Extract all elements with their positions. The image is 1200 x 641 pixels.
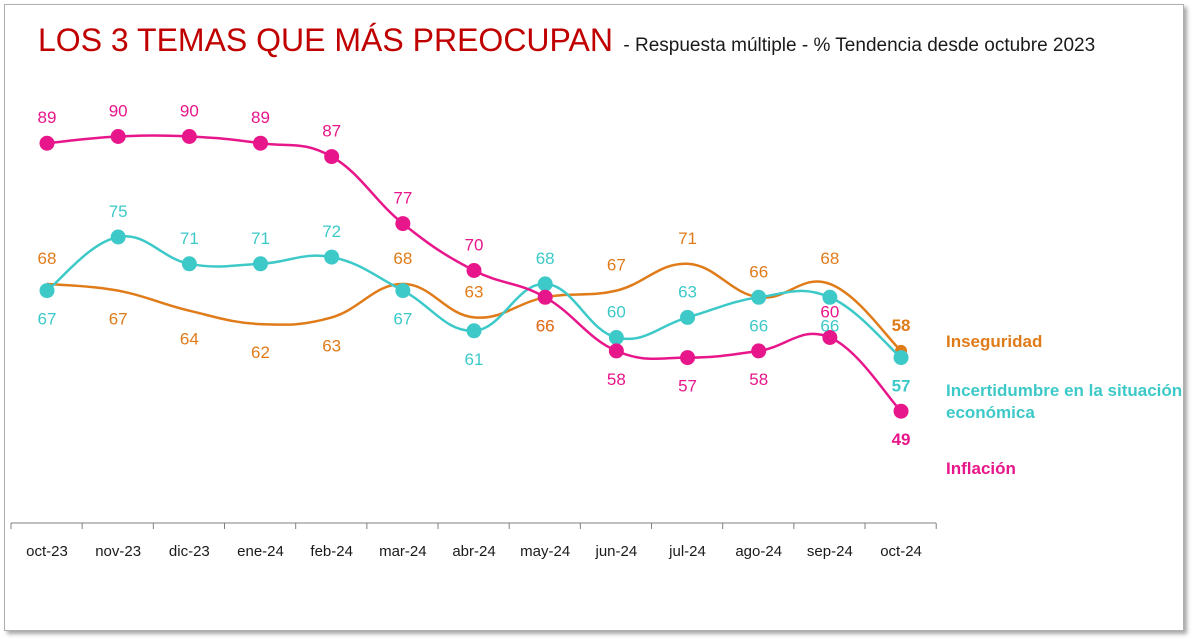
chart-title-main: LOS 3 TEMAS QUE MÁS PREOCUPAN <box>38 22 613 58</box>
incertidumbre-marker-abr-24 <box>466 323 482 339</box>
incertidumbre-data-label-feb-24: 72 <box>322 222 341 241</box>
inseguridad-data-label-may-24: 66 <box>536 316 555 335</box>
inflacion-marker-nov-23 <box>110 129 126 144</box>
incertidumbre-marker-oct-24 <box>893 350 909 366</box>
inseguridad-data-label-oct-24: 58 <box>892 316 911 335</box>
incertidumbre-data-label-mar-24: 67 <box>393 310 412 329</box>
inflacion-data-label-abr-24: 70 <box>465 236 484 255</box>
legend-inseguridad: Inseguridad <box>946 332 1043 351</box>
inflacion-marker-ene-24 <box>253 135 269 151</box>
x-tick-label-may-24: may-24 <box>520 543 570 560</box>
inseguridad-data-label-ene-24: 62 <box>251 343 270 362</box>
incertidumbre-marker-jul-24 <box>680 309 696 325</box>
x-tick-label-jul-24: jul-24 <box>668 543 706 560</box>
inflacion-marker-abr-24 <box>466 263 482 278</box>
inflacion-marker-dic-23 <box>181 129 197 144</box>
x-tick-label-ene-24: ene-24 <box>237 543 284 560</box>
chart-subtitle: - Respuesta múltiple - % Tendencia desde… <box>623 35 1096 56</box>
chart-title: LOS 3 TEMAS QUE MÁS PREOCUPAN - Respuest… <box>38 22 1095 59</box>
inflacion-marker-oct-23 <box>39 135 55 151</box>
legend-incertidumbre-line2: económica <box>946 403 1035 422</box>
x-tick-label-oct-24: oct-24 <box>880 543 922 560</box>
inflacion-data-label-nov-23: 90 <box>109 102 128 121</box>
x-tick-label-ago-24: ago-24 <box>735 543 782 560</box>
x-tick-label-mar-24: mar-24 <box>379 543 427 560</box>
inseguridad-data-label-ago-24: 66 <box>749 262 768 281</box>
x-tick-label-jun-24: jun-24 <box>595 543 638 560</box>
inseguridad-data-label-jul-24: 71 <box>678 229 697 248</box>
x-tick-label-oct-23: oct-23 <box>26 543 68 560</box>
inflacion-data-label-may-24: 66 <box>536 316 555 335</box>
incertidumbre-data-label-sep-24: 66 <box>820 316 839 335</box>
incertidumbre-marker-jun-24 <box>608 330 624 345</box>
legend-incertidumbre: Incertidumbre en la situación económica <box>946 380 1182 424</box>
incertidumbre-data-label-may-24: 68 <box>536 249 555 268</box>
inflacion-data-label-jul-24: 57 <box>678 377 697 396</box>
incertidumbre-data-label-jun-24: 60 <box>607 303 626 322</box>
incertidumbre-marker-ago-24 <box>751 289 767 305</box>
incertidumbre-data-label-oct-24: 57 <box>892 377 911 396</box>
incertidumbre-marker-oct-23 <box>39 283 55 299</box>
incertidumbre-data-label-jul-24: 63 <box>678 282 697 301</box>
x-tick-label-sep-24: sep-24 <box>807 543 853 560</box>
inflacion-marker-feb-24 <box>324 149 340 165</box>
inseguridad-data-label-sep-24: 68 <box>820 249 839 268</box>
inflacion-marker-oct-24 <box>893 403 909 419</box>
incertidumbre-data-label-abr-24: 61 <box>465 350 484 369</box>
inflacion-data-label-oct-24: 49 <box>892 430 911 449</box>
x-tick-label-abr-24: abr-24 <box>452 543 495 560</box>
inseguridad-data-label-mar-24: 68 <box>393 249 412 268</box>
inflacion-data-label-oct-23: 89 <box>38 108 57 127</box>
incertidumbre-data-label-ene-24: 71 <box>251 229 270 248</box>
inseguridad-data-label-dic-23: 64 <box>180 330 199 349</box>
inflacion-data-label-sep-24: 60 <box>820 303 839 322</box>
x-tick-label-feb-24: feb-24 <box>310 543 353 560</box>
x-tick-label-nov-23: nov-23 <box>95 543 141 560</box>
inflacion-data-label-jun-24: 58 <box>607 370 626 389</box>
inseguridad-data-label-abr-24: 63 <box>465 282 484 301</box>
legend-inflacion: Inflación <box>946 459 1016 478</box>
legend-incertidumbre-line1: Incertidumbre en la situación <box>946 381 1183 400</box>
inseguridad-data-label-nov-23: 67 <box>109 310 128 329</box>
chart-frame <box>4 4 1184 631</box>
inflacion-data-label-mar-24: 77 <box>393 189 412 208</box>
inflacion-marker-mar-24 <box>395 216 411 232</box>
incertidumbre-marker-dic-23 <box>181 256 197 272</box>
incertidumbre-marker-ene-24 <box>253 256 269 272</box>
inseguridad-data-label-oct-23: 68 <box>38 249 57 268</box>
incertidumbre-data-label-ago-24: 66 <box>749 316 768 335</box>
inseguridad-data-label-jun-24: 67 <box>607 256 626 275</box>
incertidumbre-marker-feb-24 <box>324 249 340 265</box>
incertidumbre-marker-sep-24 <box>822 289 838 305</box>
inflacion-marker-sep-24 <box>822 330 838 345</box>
incertidumbre-marker-mar-24 <box>395 283 411 299</box>
inflacion-marker-jul-24 <box>680 350 696 366</box>
x-tick-label-dic-23: dic-23 <box>169 543 210 560</box>
incertidumbre-marker-may-24 <box>537 276 553 292</box>
inflacion-data-label-feb-24: 87 <box>322 122 341 141</box>
inflacion-data-label-ene-24: 89 <box>251 108 270 127</box>
inflacion-marker-ago-24 <box>751 343 767 359</box>
inseguridad-data-label-feb-24: 63 <box>322 336 341 355</box>
incertidumbre-data-label-dic-23: 71 <box>180 229 199 248</box>
incertidumbre-data-label-nov-23: 75 <box>109 202 128 221</box>
incertidumbre-marker-nov-23 <box>110 229 126 245</box>
inflacion-marker-jun-24 <box>608 343 624 359</box>
inflacion-marker-may-24 <box>537 289 553 305</box>
inflacion-data-label-dic-23: 90 <box>180 102 199 121</box>
incertidumbre-data-label-oct-23: 67 <box>38 310 57 329</box>
inflacion-data-label-ago-24: 58 <box>749 370 768 389</box>
